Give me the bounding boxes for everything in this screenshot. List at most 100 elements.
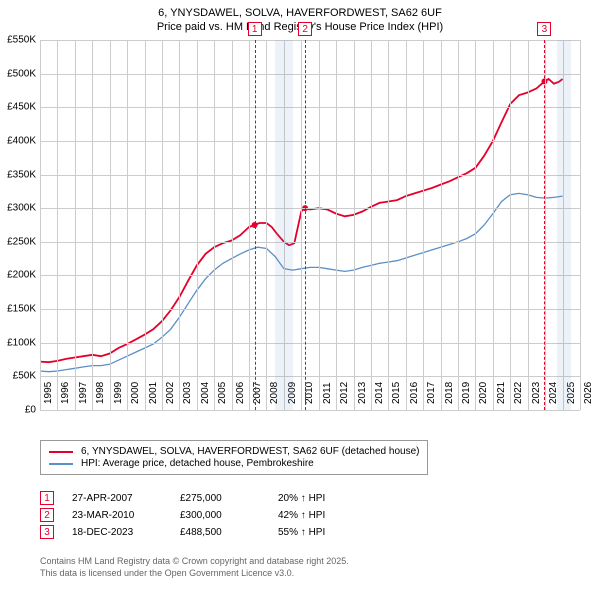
gridline-v bbox=[75, 40, 76, 410]
event-num: 1 bbox=[40, 491, 54, 505]
x-tick-label: 2018 bbox=[444, 382, 455, 404]
gridline-h bbox=[40, 74, 580, 75]
marker-box: 1 bbox=[248, 22, 262, 36]
y-tick-label: £200K bbox=[2, 270, 36, 281]
gridline-v bbox=[179, 40, 180, 410]
event-row: 1 27-APR-2007 £275,000 20% ↑ HPI bbox=[40, 491, 325, 505]
x-tick-label: 2000 bbox=[130, 382, 141, 404]
gridline-h bbox=[40, 275, 580, 276]
x-tick-label: 2020 bbox=[478, 382, 489, 404]
x-tick-label: 2011 bbox=[322, 382, 333, 404]
y-tick-label: £150K bbox=[2, 304, 36, 315]
event-delta: 42% ↑ HPI bbox=[278, 510, 325, 521]
gridline-v bbox=[580, 40, 581, 410]
legend-row: HPI: Average price, detached house, Pemb… bbox=[49, 458, 419, 469]
y-tick-label: £0 bbox=[2, 405, 36, 416]
x-tick-label: 2004 bbox=[200, 382, 211, 404]
gridline-v bbox=[371, 40, 372, 410]
x-tick-label: 2022 bbox=[513, 382, 524, 404]
gridline-v bbox=[92, 40, 93, 410]
x-tick-label: 1996 bbox=[60, 382, 71, 404]
gridline-v bbox=[214, 40, 215, 410]
gridline-h bbox=[40, 40, 580, 41]
gridline-h bbox=[40, 208, 580, 209]
gridline-v bbox=[301, 40, 302, 410]
y-tick-label: £250K bbox=[2, 236, 36, 247]
y-tick-label: £500K bbox=[2, 68, 36, 79]
attribution-line2: This data is licensed under the Open Gov… bbox=[40, 568, 349, 580]
gridline-h bbox=[40, 376, 580, 377]
event-date: 23-MAR-2010 bbox=[72, 510, 162, 521]
chart-area: £0£50K£100K£150K£200K£250K£300K£350K£400… bbox=[40, 40, 580, 410]
gridline-v bbox=[510, 40, 511, 410]
plot-svg bbox=[40, 40, 580, 410]
legend-swatch bbox=[49, 451, 73, 453]
y-tick-label: £100K bbox=[2, 337, 36, 348]
marker-line bbox=[305, 40, 306, 410]
y-tick-label: £400K bbox=[2, 135, 36, 146]
gridline-h bbox=[40, 107, 580, 108]
attribution-line1: Contains HM Land Registry data © Crown c… bbox=[40, 556, 349, 568]
legend: 6, YNYSDAWEL, SOLVA, HAVERFORDWEST, SA62… bbox=[40, 440, 428, 475]
gridline-v bbox=[110, 40, 111, 410]
attribution: Contains HM Land Registry data © Crown c… bbox=[40, 556, 349, 579]
event-num: 2 bbox=[40, 508, 54, 522]
plot-region: £0£50K£100K£150K£200K£250K£300K£350K£400… bbox=[40, 40, 580, 410]
gridline-v bbox=[406, 40, 407, 410]
legend-label: HPI: Average price, detached house, Pemb… bbox=[81, 458, 314, 469]
gridline-v bbox=[40, 40, 41, 410]
x-tick-label: 2017 bbox=[426, 382, 437, 404]
gridline-v bbox=[162, 40, 163, 410]
gridline-v bbox=[493, 40, 494, 410]
gridline-v bbox=[441, 40, 442, 410]
event-price: £300,000 bbox=[180, 510, 260, 521]
x-tick-label: 2012 bbox=[339, 382, 350, 404]
gridline-h bbox=[40, 141, 580, 142]
event-row: 3 18-DEC-2023 £488,500 55% ↑ HPI bbox=[40, 525, 325, 539]
x-tick-label: 2021 bbox=[496, 382, 507, 404]
event-price: £488,500 bbox=[180, 527, 260, 538]
x-tick-label: 2015 bbox=[391, 382, 402, 404]
gridline-h bbox=[40, 309, 580, 310]
gridline-v bbox=[57, 40, 58, 410]
y-tick-label: £550K bbox=[2, 35, 36, 46]
marker-line bbox=[544, 40, 545, 410]
gridline-v bbox=[197, 40, 198, 410]
x-tick-label: 1995 bbox=[43, 382, 54, 404]
y-tick-label: £300K bbox=[2, 203, 36, 214]
gridline-v bbox=[266, 40, 267, 410]
gridline-v bbox=[145, 40, 146, 410]
x-tick-label: 1999 bbox=[113, 382, 124, 404]
gridline-v bbox=[249, 40, 250, 410]
title-line1: 6, YNYSDAWEL, SOLVA, HAVERFORDWEST, SA62… bbox=[0, 6, 600, 20]
events-table: 1 27-APR-2007 £275,000 20% ↑ HPI 2 23-MAR-201… bbox=[40, 488, 325, 542]
marker-box: 3 bbox=[537, 22, 551, 36]
gridline-v bbox=[127, 40, 128, 410]
gridline-v bbox=[423, 40, 424, 410]
gridline-v bbox=[388, 40, 389, 410]
x-tick-label: 1997 bbox=[78, 382, 89, 404]
x-tick-label: 2003 bbox=[182, 382, 193, 404]
marker-line bbox=[255, 40, 256, 410]
event-row: 2 23-MAR-2010 £300,000 42% ↑ HPI bbox=[40, 508, 325, 522]
event-delta: 55% ↑ HPI bbox=[278, 527, 325, 538]
x-tick-label: 2001 bbox=[148, 382, 159, 404]
gridline-v bbox=[232, 40, 233, 410]
gridline-v bbox=[458, 40, 459, 410]
gridline-v bbox=[528, 40, 529, 410]
event-date: 18-DEC-2023 bbox=[72, 527, 162, 538]
event-date: 27-APR-2007 bbox=[72, 493, 162, 504]
x-tick-label: 2016 bbox=[409, 382, 420, 404]
gridline-v bbox=[354, 40, 355, 410]
y-tick-label: £350K bbox=[2, 169, 36, 180]
event-num: 3 bbox=[40, 525, 54, 539]
event-price: £275,000 bbox=[180, 493, 260, 504]
shaded-band bbox=[557, 40, 571, 410]
x-tick-label: 2026 bbox=[583, 382, 594, 404]
event-delta: 20% ↑ HPI bbox=[278, 493, 325, 504]
x-tick-label: 2014 bbox=[374, 382, 385, 404]
x-tick-label: 2002 bbox=[165, 382, 176, 404]
y-tick-label: £50K bbox=[2, 371, 36, 382]
gridline-v bbox=[319, 40, 320, 410]
marker-box: 2 bbox=[298, 22, 312, 36]
